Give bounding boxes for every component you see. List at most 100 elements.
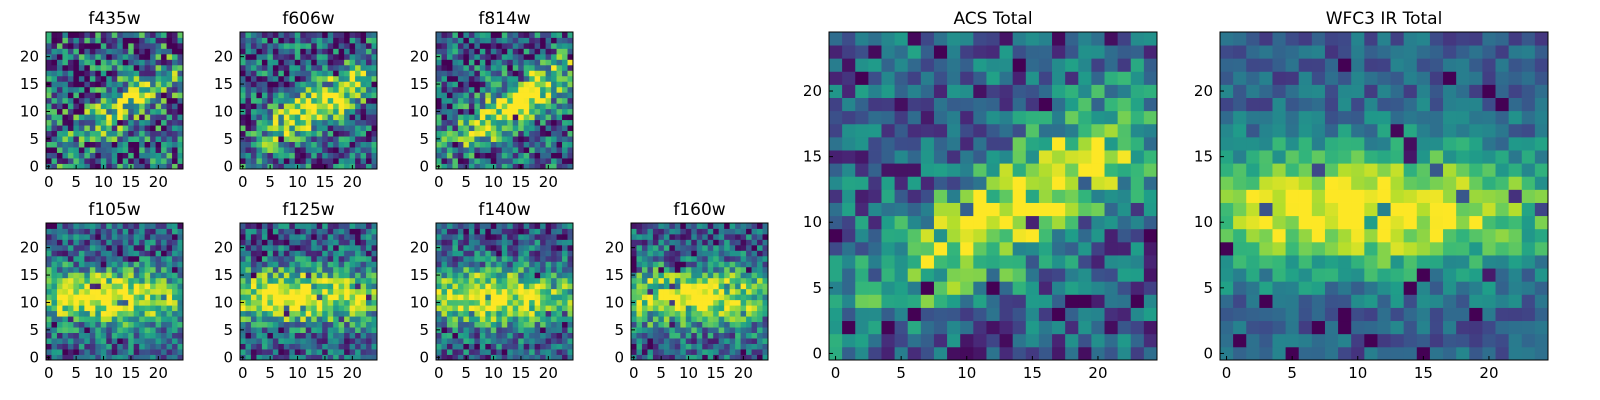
heatmap-cell bbox=[1012, 241, 1027, 256]
heatmap-cell bbox=[338, 152, 345, 159]
heatmap-cell bbox=[1052, 241, 1066, 256]
heatmap-cell bbox=[529, 250, 536, 257]
heatmap-cell bbox=[485, 119, 492, 126]
y-tick-label: 15 bbox=[214, 75, 233, 93]
heatmap-cell bbox=[718, 233, 725, 240]
heatmap-cell bbox=[117, 294, 124, 301]
heatmap-cell bbox=[663, 261, 670, 268]
heatmap-cell bbox=[305, 244, 312, 251]
heatmap-cell bbox=[556, 32, 563, 38]
heatmap-cell bbox=[757, 321, 763, 328]
heatmap-cell bbox=[106, 327, 113, 333]
heatmap-cell bbox=[881, 176, 895, 190]
heatmap-cell bbox=[562, 108, 568, 115]
heatmap-cell bbox=[523, 233, 530, 240]
heatmap-cell bbox=[1052, 215, 1066, 230]
heatmap-cell bbox=[177, 42, 184, 49]
heatmap-cell bbox=[95, 114, 102, 121]
heatmap-cell bbox=[855, 241, 869, 256]
heatmap-cell bbox=[523, 130, 530, 137]
heatmap-cell bbox=[529, 239, 536, 246]
heatmap-cell bbox=[479, 53, 486, 60]
heatmap-cell bbox=[652, 250, 659, 257]
heatmap-cell bbox=[436, 86, 442, 93]
heatmap-cell bbox=[250, 277, 257, 284]
heatmap-cell bbox=[245, 321, 252, 328]
heatmap-cell bbox=[122, 261, 129, 268]
heatmap-cell bbox=[718, 327, 725, 333]
heatmap-cell bbox=[261, 223, 268, 229]
heatmap-cell bbox=[457, 125, 464, 132]
heatmap-cell bbox=[371, 59, 378, 66]
heatmap-cell bbox=[474, 233, 481, 240]
heatmap-cell bbox=[512, 48, 519, 55]
heatmap-cell bbox=[724, 272, 731, 279]
heatmap-cell bbox=[139, 223, 146, 229]
heatmap-cell bbox=[713, 255, 720, 262]
heatmap-cell bbox=[78, 305, 85, 312]
heatmap-cell bbox=[245, 244, 252, 251]
heatmap-cell bbox=[441, 70, 448, 77]
heatmap-cell bbox=[540, 244, 546, 251]
heatmap-cell bbox=[133, 48, 140, 55]
heatmap-cell bbox=[545, 86, 552, 93]
heatmap-cell bbox=[479, 158, 486, 164]
heatmap-cell bbox=[100, 103, 107, 110]
heatmap-cell bbox=[256, 48, 263, 55]
heatmap-cell bbox=[155, 288, 162, 295]
heatmap-cell bbox=[338, 92, 345, 99]
heatmap-cell bbox=[100, 261, 107, 268]
heatmap-cell bbox=[556, 119, 563, 126]
heatmap-cell bbox=[95, 316, 102, 323]
heatmap-cell bbox=[73, 310, 80, 317]
y-tick-label: 15 bbox=[410, 75, 429, 93]
heatmap-cell bbox=[1065, 268, 1079, 282]
heatmap-cell bbox=[166, 163, 173, 170]
heatmap-cell bbox=[868, 163, 882, 177]
heatmap-cell bbox=[707, 277, 714, 284]
heatmap-cell bbox=[751, 266, 758, 273]
heatmap-cell bbox=[283, 119, 290, 126]
heatmap-cell bbox=[718, 299, 725, 306]
heatmap-cell bbox=[322, 255, 329, 262]
heatmap-cell bbox=[631, 288, 637, 295]
heatmap-cell bbox=[881, 307, 895, 322]
heatmap-cell bbox=[316, 338, 323, 344]
heatmap-cell bbox=[507, 272, 514, 279]
heatmap-cell bbox=[371, 321, 378, 328]
heatmap-cell bbox=[1025, 163, 1040, 177]
heatmap-cell bbox=[155, 244, 162, 251]
heatmap-cell bbox=[696, 255, 703, 262]
heatmap-cell bbox=[663, 288, 670, 295]
heatmap-cell bbox=[501, 70, 508, 77]
heatmap-cell bbox=[371, 70, 378, 77]
heatmap-cell bbox=[485, 103, 492, 110]
heatmap-cell bbox=[349, 114, 356, 121]
heatmap-cell bbox=[669, 223, 676, 229]
heatmap-cell bbox=[729, 327, 736, 333]
heatmap-cell bbox=[523, 255, 530, 262]
heatmap-cell bbox=[139, 119, 146, 126]
heatmap-cell bbox=[139, 288, 146, 295]
heatmap-cell bbox=[128, 92, 135, 99]
heatmap-cell bbox=[540, 48, 546, 55]
heatmap-cell bbox=[441, 59, 448, 66]
heatmap-cell bbox=[441, 272, 448, 279]
heatmap-cell bbox=[523, 288, 530, 295]
heatmap-cell bbox=[1065, 294, 1079, 308]
heatmap-cell bbox=[150, 92, 156, 99]
heatmap-cell bbox=[344, 92, 350, 99]
heatmap-cell bbox=[250, 305, 257, 312]
heatmap-cell bbox=[507, 70, 514, 77]
heatmap-cell bbox=[479, 163, 486, 170]
heatmap-cell bbox=[658, 233, 665, 240]
heatmap-cell bbox=[540, 299, 546, 306]
heatmap-cell bbox=[545, 141, 552, 148]
heatmap-cell bbox=[751, 239, 758, 246]
heatmap-cell bbox=[245, 114, 252, 121]
heatmap-cell bbox=[177, 125, 184, 132]
heatmap-cell bbox=[311, 261, 318, 268]
heatmap-cell bbox=[240, 349, 246, 355]
heatmap-cell bbox=[636, 266, 643, 273]
heatmap-cell bbox=[139, 321, 146, 328]
